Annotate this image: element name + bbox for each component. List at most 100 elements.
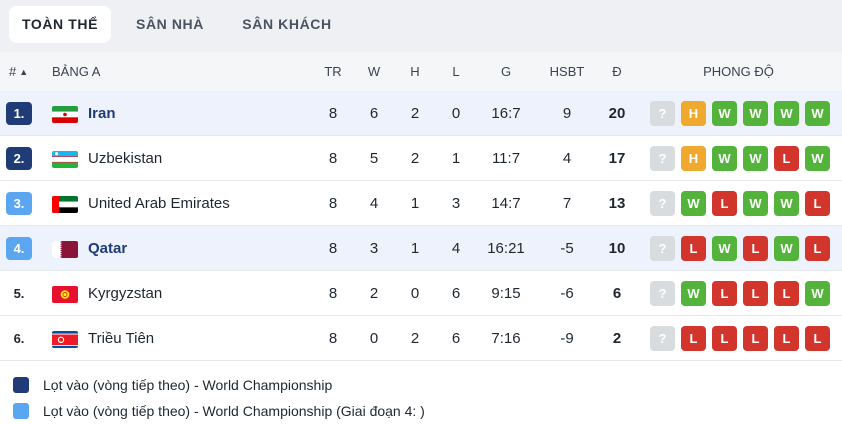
- tab-overall[interactable]: TOÀN THỂ: [9, 6, 111, 43]
- form-result-badge[interactable]: W: [743, 191, 768, 216]
- goals-cell: 7:16: [491, 330, 521, 347]
- rank-badge: 6.: [13, 331, 25, 346]
- form-result-badge[interactable]: W: [774, 236, 799, 261]
- table-header: # ▲ BẢNG A TR W H L G HSBT Đ PHONG ĐỘ: [0, 52, 842, 91]
- team-name[interactable]: Uzbekistan: [88, 150, 163, 167]
- drawn-cell: 2: [410, 105, 420, 122]
- goal-diff-header: HSBT: [549, 64, 585, 79]
- tab-home[interactable]: SÂN NHÀ: [136, 16, 204, 32]
- drawn-cell: 1: [410, 240, 420, 257]
- form-upcoming-badge[interactable]: ?: [650, 146, 675, 171]
- form-result-badge[interactable]: H: [681, 146, 706, 171]
- qatar-flag-icon: [52, 241, 78, 258]
- kyrgyzstan-flag-icon: [52, 286, 78, 303]
- form-result-badge[interactable]: L: [712, 326, 737, 351]
- drawn-header: H: [410, 64, 420, 79]
- form-result-badge[interactable]: L: [743, 326, 768, 351]
- goals-cell: 16:21: [487, 240, 525, 257]
- table-row[interactable]: 5. Kyrgyzstan 8 2 0 6 9:15 -6 6 ? W L L …: [0, 271, 842, 316]
- table-row[interactable]: 1. Iran 8 6 2 0 16:7 9 20 ? H W W W W: [0, 91, 842, 136]
- played-cell: 8: [328, 150, 338, 167]
- team-name[interactable]: Triều Tiên: [88, 330, 155, 347]
- form-result-badge[interactable]: L: [774, 281, 799, 306]
- rank-badge: 3.: [6, 192, 32, 215]
- form-upcoming-badge[interactable]: ?: [650, 236, 675, 261]
- points-header: Đ: [612, 64, 622, 79]
- form-result-badge[interactable]: L: [743, 281, 768, 306]
- won-cell: 4: [369, 195, 379, 212]
- team-name[interactable]: Iran: [88, 105, 116, 122]
- iran-flag-icon: [52, 106, 78, 123]
- goal-diff-cell: 4: [562, 150, 572, 167]
- rank-badge: 5.: [13, 286, 25, 301]
- goals-header: G: [500, 64, 512, 79]
- played-cell: 8: [328, 195, 338, 212]
- lost-header: L: [452, 64, 460, 79]
- points-cell: 20: [608, 105, 626, 122]
- form-result-badge[interactable]: H: [681, 101, 706, 126]
- form-upcoming-badge[interactable]: ?: [650, 326, 675, 351]
- form-result-badge[interactable]: W: [743, 101, 768, 126]
- played-cell: 8: [328, 330, 338, 347]
- table-row[interactable]: 2. Uzbekistan 8 5 2 1 11:7 4 17 ? H W W …: [0, 136, 842, 181]
- points-cell: 10: [608, 240, 626, 257]
- rank-badge: 1.: [6, 102, 32, 125]
- goal-diff-cell: 9: [562, 105, 572, 122]
- form-result-badge[interactable]: W: [712, 236, 737, 261]
- form-result-badge[interactable]: L: [712, 191, 737, 216]
- lost-cell: 6: [451, 330, 461, 347]
- form-result-badge[interactable]: W: [681, 281, 706, 306]
- won-cell: 5: [369, 150, 379, 167]
- table-row[interactable]: 3. United Arab Emirates 8 4 1 3 14:7 7 1…: [0, 181, 842, 226]
- form-result-badge[interactable]: L: [712, 281, 737, 306]
- form-result-badge[interactable]: L: [681, 236, 706, 261]
- form-result-badge[interactable]: L: [743, 236, 768, 261]
- legend-color-swatch: [13, 403, 29, 419]
- rank-badge: 4.: [6, 237, 32, 260]
- played-cell: 8: [328, 105, 338, 122]
- won-cell: 6: [369, 105, 379, 122]
- form-result-badge[interactable]: W: [743, 146, 768, 171]
- goal-diff-cell: -5: [560, 240, 574, 257]
- uae-flag-icon: [52, 196, 78, 213]
- table-row[interactable]: 6. Triều Tiên 8 0 2 6 7:16 -9 2 ? L L L …: [0, 316, 842, 361]
- goal-diff-cell: -9: [560, 330, 574, 347]
- legend-color-swatch: [13, 377, 29, 393]
- legend-item: Lọt vào (vòng tiếp theo) - World Champio…: [0, 401, 842, 421]
- form-result-badge[interactable]: W: [805, 101, 830, 126]
- table-row[interactable]: 4. Qatar 8 3 1 4 16:21 -5 10 ? L W L W L: [0, 226, 842, 271]
- rank-sort-header[interactable]: # ▲: [9, 64, 29, 79]
- tab-away[interactable]: SÂN KHÁCH: [242, 16, 332, 32]
- form-upcoming-badge[interactable]: ?: [650, 281, 675, 306]
- won-cell: 2: [369, 285, 379, 302]
- form-result-badge[interactable]: W: [774, 191, 799, 216]
- form-result-badge[interactable]: L: [774, 146, 799, 171]
- form-result-badge[interactable]: W: [805, 281, 830, 306]
- form-result-badge[interactable]: W: [712, 146, 737, 171]
- form-upcoming-badge[interactable]: ?: [650, 191, 675, 216]
- drawn-cell: 1: [410, 195, 420, 212]
- form-result-badge[interactable]: W: [681, 191, 706, 216]
- form-result-badge[interactable]: W: [712, 101, 737, 126]
- won-header: W: [367, 64, 381, 79]
- form-result-badge[interactable]: W: [774, 101, 799, 126]
- form-result-badge[interactable]: L: [774, 326, 799, 351]
- drawn-cell: 2: [410, 150, 420, 167]
- lost-cell: 1: [451, 150, 461, 167]
- rank-badge: 2.: [6, 147, 32, 170]
- legend-item: Lọt vào (vòng tiếp theo) - World Champio…: [0, 375, 842, 395]
- form-result-badge[interactable]: L: [805, 326, 830, 351]
- form-result-badge[interactable]: W: [805, 146, 830, 171]
- form-result-badge[interactable]: L: [805, 236, 830, 261]
- form-upcoming-badge[interactable]: ?: [650, 101, 675, 126]
- team-name[interactable]: Kyrgyzstan: [88, 285, 163, 302]
- drawn-cell: 0: [410, 285, 420, 302]
- form-result-badge[interactable]: L: [805, 191, 830, 216]
- goals-cell: 9:15: [491, 285, 521, 302]
- sort-arrow-icon: ▲: [19, 67, 29, 77]
- team-name[interactable]: United Arab Emirates: [88, 195, 230, 212]
- goal-diff-cell: 7: [562, 195, 572, 212]
- form-header: PHONG ĐỘ: [703, 64, 774, 79]
- form-result-badge[interactable]: L: [681, 326, 706, 351]
- team-name[interactable]: Qatar: [88, 240, 128, 257]
